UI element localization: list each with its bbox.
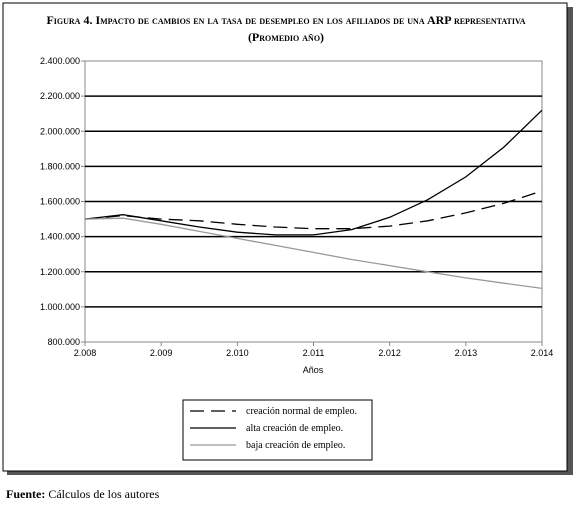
y-tick-label: 1.400.000 — [40, 232, 80, 242]
x-tick-label: 2.009 — [150, 348, 173, 358]
y-tick-label: 1.200.000 — [40, 267, 80, 277]
source-text: Cálculos de los autores — [48, 487, 159, 501]
y-tick-label: 800.000 — [47, 337, 80, 347]
x-tick-label: 2.011 — [303, 348, 325, 358]
source: Fuente: Cálculos de los autores — [6, 487, 160, 501]
y-tick-label: 2.200.000 — [40, 91, 80, 101]
source-label: Fuente: — [6, 487, 45, 501]
y-tick-label: 1.000.000 — [40, 302, 80, 312]
x-axis-label: Años — [303, 365, 324, 375]
x-tick-label: 2.008 — [74, 348, 97, 358]
chart-title: Figura 4. Impacto de cambios en la tasa … — [46, 13, 525, 27]
x-tick-label: 2.013 — [455, 348, 478, 358]
y-tick-label: 1.800.000 — [40, 161, 80, 171]
legend-label: creación normal de empleo. — [246, 406, 357, 417]
series-line — [84, 217, 543, 290]
series-line — [84, 109, 543, 236]
x-tick-label: 2.010 — [226, 348, 249, 358]
y-tick-label: 2.400.000 — [40, 56, 80, 66]
legend-label: alta creación de empleo. — [246, 423, 343, 434]
y-tick-label: 1.600.000 — [40, 197, 80, 207]
x-tick-label: 2.014 — [531, 348, 554, 358]
chart-subtitle: (Promedio año) — [248, 30, 324, 44]
legend-label: baja creación de empleo. — [246, 440, 345, 451]
y-tick-label: 2.000.000 — [40, 126, 80, 136]
x-tick-label: 2.012 — [378, 348, 401, 358]
series-line — [84, 190, 543, 230]
legend — [182, 399, 373, 461]
